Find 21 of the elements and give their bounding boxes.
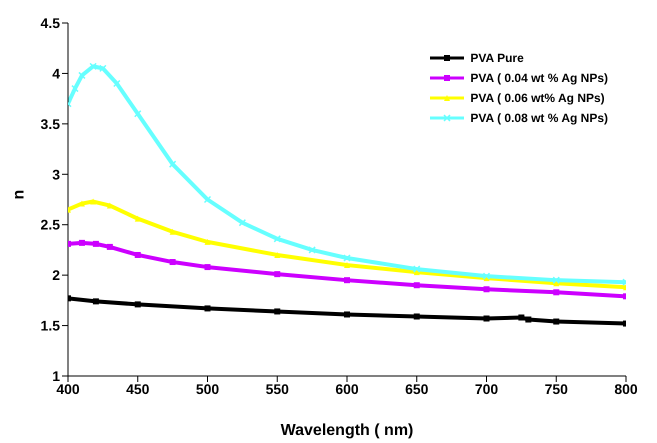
x-tick-label: 650 xyxy=(405,380,429,397)
x-tick-label: 550 xyxy=(266,380,290,397)
y-tick-label: 3 xyxy=(52,166,60,182)
y-tick-label: 4.5 xyxy=(40,14,60,31)
x-tick-label: 800 xyxy=(614,380,638,397)
legend-label: PVA Pure xyxy=(470,51,524,65)
legend-label: PVA ( 0.04 wt % Ag NPs) xyxy=(470,71,608,85)
y-tick-label: 1.5 xyxy=(40,318,60,334)
y-tick-label: 3.5 xyxy=(40,116,60,132)
y-tick-label: 2.5 xyxy=(40,216,60,233)
x-tick-label: 750 xyxy=(544,380,568,397)
y-tick-label: 4 xyxy=(52,65,60,82)
x-axis-title: Wavelength ( nm) xyxy=(280,422,414,439)
y-tick-label: 2 xyxy=(52,267,60,284)
x-tick-label: 450 xyxy=(126,380,150,397)
x-tick-label: 700 xyxy=(474,380,498,397)
y-axis-title: n xyxy=(10,190,28,200)
legend-label: PVA ( 0.08 wt % Ag NPs) xyxy=(470,111,608,125)
legend-label: PVA ( 0.06 wt% Ag NPs) xyxy=(470,91,605,105)
x-tick-label: 500 xyxy=(196,380,220,397)
x-tick-label: 600 xyxy=(335,380,359,397)
